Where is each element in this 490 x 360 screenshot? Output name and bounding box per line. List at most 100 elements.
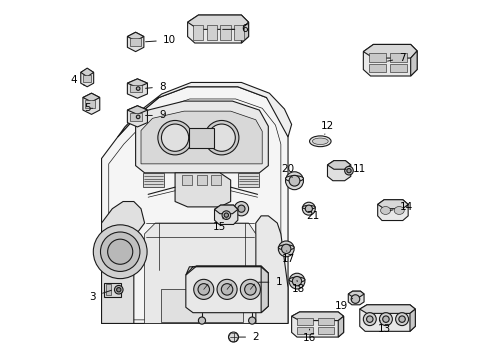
Polygon shape bbox=[364, 44, 417, 58]
Ellipse shape bbox=[394, 207, 404, 215]
Polygon shape bbox=[188, 15, 248, 30]
Bar bbox=[207, 25, 217, 40]
Text: 12: 12 bbox=[321, 121, 334, 134]
Bar bbox=[318, 327, 334, 334]
Bar bbox=[85, 100, 96, 108]
Circle shape bbox=[293, 276, 302, 286]
Ellipse shape bbox=[289, 277, 305, 282]
Bar bbox=[161, 289, 243, 321]
Circle shape bbox=[108, 239, 133, 264]
Circle shape bbox=[234, 202, 248, 216]
Circle shape bbox=[222, 211, 231, 220]
Polygon shape bbox=[364, 44, 417, 76]
Ellipse shape bbox=[310, 136, 331, 147]
Circle shape bbox=[344, 166, 353, 175]
Bar bbox=[129, 85, 142, 92]
Polygon shape bbox=[127, 79, 147, 98]
Polygon shape bbox=[242, 22, 248, 43]
Circle shape bbox=[115, 285, 123, 294]
Bar bbox=[104, 283, 121, 297]
Circle shape bbox=[194, 279, 214, 300]
Text: 15: 15 bbox=[213, 218, 226, 231]
Text: 6: 6 bbox=[222, 24, 248, 35]
Circle shape bbox=[286, 172, 303, 190]
Polygon shape bbox=[238, 173, 259, 187]
Polygon shape bbox=[186, 266, 269, 313]
Circle shape bbox=[228, 332, 239, 342]
Polygon shape bbox=[118, 82, 292, 137]
Circle shape bbox=[240, 279, 260, 300]
Bar bbox=[211, 175, 221, 185]
Circle shape bbox=[204, 121, 239, 155]
Circle shape bbox=[208, 124, 235, 151]
Polygon shape bbox=[360, 305, 416, 314]
Circle shape bbox=[351, 295, 360, 303]
Text: 19: 19 bbox=[335, 298, 353, 311]
Text: 20: 20 bbox=[281, 164, 294, 177]
Circle shape bbox=[245, 284, 256, 295]
Polygon shape bbox=[411, 51, 417, 76]
Bar bbox=[234, 25, 245, 40]
Bar bbox=[196, 175, 207, 185]
Circle shape bbox=[198, 317, 205, 324]
Bar bbox=[129, 38, 141, 46]
Circle shape bbox=[289, 273, 305, 289]
Polygon shape bbox=[378, 200, 408, 209]
Circle shape bbox=[395, 313, 409, 325]
Circle shape bbox=[136, 115, 140, 119]
Circle shape bbox=[158, 121, 192, 155]
Circle shape bbox=[136, 87, 140, 90]
Circle shape bbox=[305, 205, 313, 212]
Bar bbox=[82, 75, 91, 82]
Polygon shape bbox=[81, 69, 94, 87]
Polygon shape bbox=[81, 68, 94, 77]
Polygon shape bbox=[101, 87, 288, 323]
Circle shape bbox=[282, 244, 291, 253]
Polygon shape bbox=[141, 111, 262, 164]
Circle shape bbox=[224, 213, 228, 217]
Polygon shape bbox=[127, 106, 147, 127]
Bar bbox=[182, 175, 192, 185]
Circle shape bbox=[238, 205, 245, 212]
Text: 18: 18 bbox=[292, 280, 305, 294]
Polygon shape bbox=[101, 202, 145, 323]
Polygon shape bbox=[348, 291, 364, 305]
Bar bbox=[297, 318, 314, 325]
Circle shape bbox=[379, 313, 392, 325]
Polygon shape bbox=[338, 316, 343, 337]
Text: 4: 4 bbox=[70, 75, 85, 85]
Polygon shape bbox=[215, 205, 238, 214]
Bar bbox=[390, 64, 408, 72]
Text: 17: 17 bbox=[281, 251, 294, 264]
Circle shape bbox=[347, 168, 351, 173]
Polygon shape bbox=[127, 106, 147, 114]
Polygon shape bbox=[83, 93, 100, 102]
Circle shape bbox=[161, 124, 189, 151]
Bar bbox=[318, 318, 334, 325]
Ellipse shape bbox=[381, 207, 391, 215]
Circle shape bbox=[302, 202, 315, 215]
Polygon shape bbox=[127, 32, 144, 41]
Polygon shape bbox=[186, 266, 269, 275]
Polygon shape bbox=[410, 309, 416, 331]
Polygon shape bbox=[145, 223, 256, 323]
Text: 5: 5 bbox=[84, 103, 93, 113]
Polygon shape bbox=[83, 93, 100, 114]
Text: 13: 13 bbox=[378, 320, 392, 334]
Text: 8: 8 bbox=[146, 82, 166, 92]
Bar bbox=[220, 25, 230, 40]
Circle shape bbox=[367, 316, 373, 322]
Circle shape bbox=[399, 316, 405, 322]
Text: 21: 21 bbox=[307, 211, 320, 221]
Text: 10: 10 bbox=[146, 35, 176, 45]
Polygon shape bbox=[261, 267, 269, 313]
Circle shape bbox=[93, 225, 147, 279]
Polygon shape bbox=[360, 305, 416, 331]
Circle shape bbox=[100, 232, 140, 271]
Text: 2: 2 bbox=[239, 332, 259, 342]
Text: 1: 1 bbox=[259, 277, 282, 287]
Text: 3: 3 bbox=[89, 290, 111, 302]
Polygon shape bbox=[327, 161, 351, 181]
Circle shape bbox=[217, 279, 237, 300]
Circle shape bbox=[364, 313, 376, 325]
